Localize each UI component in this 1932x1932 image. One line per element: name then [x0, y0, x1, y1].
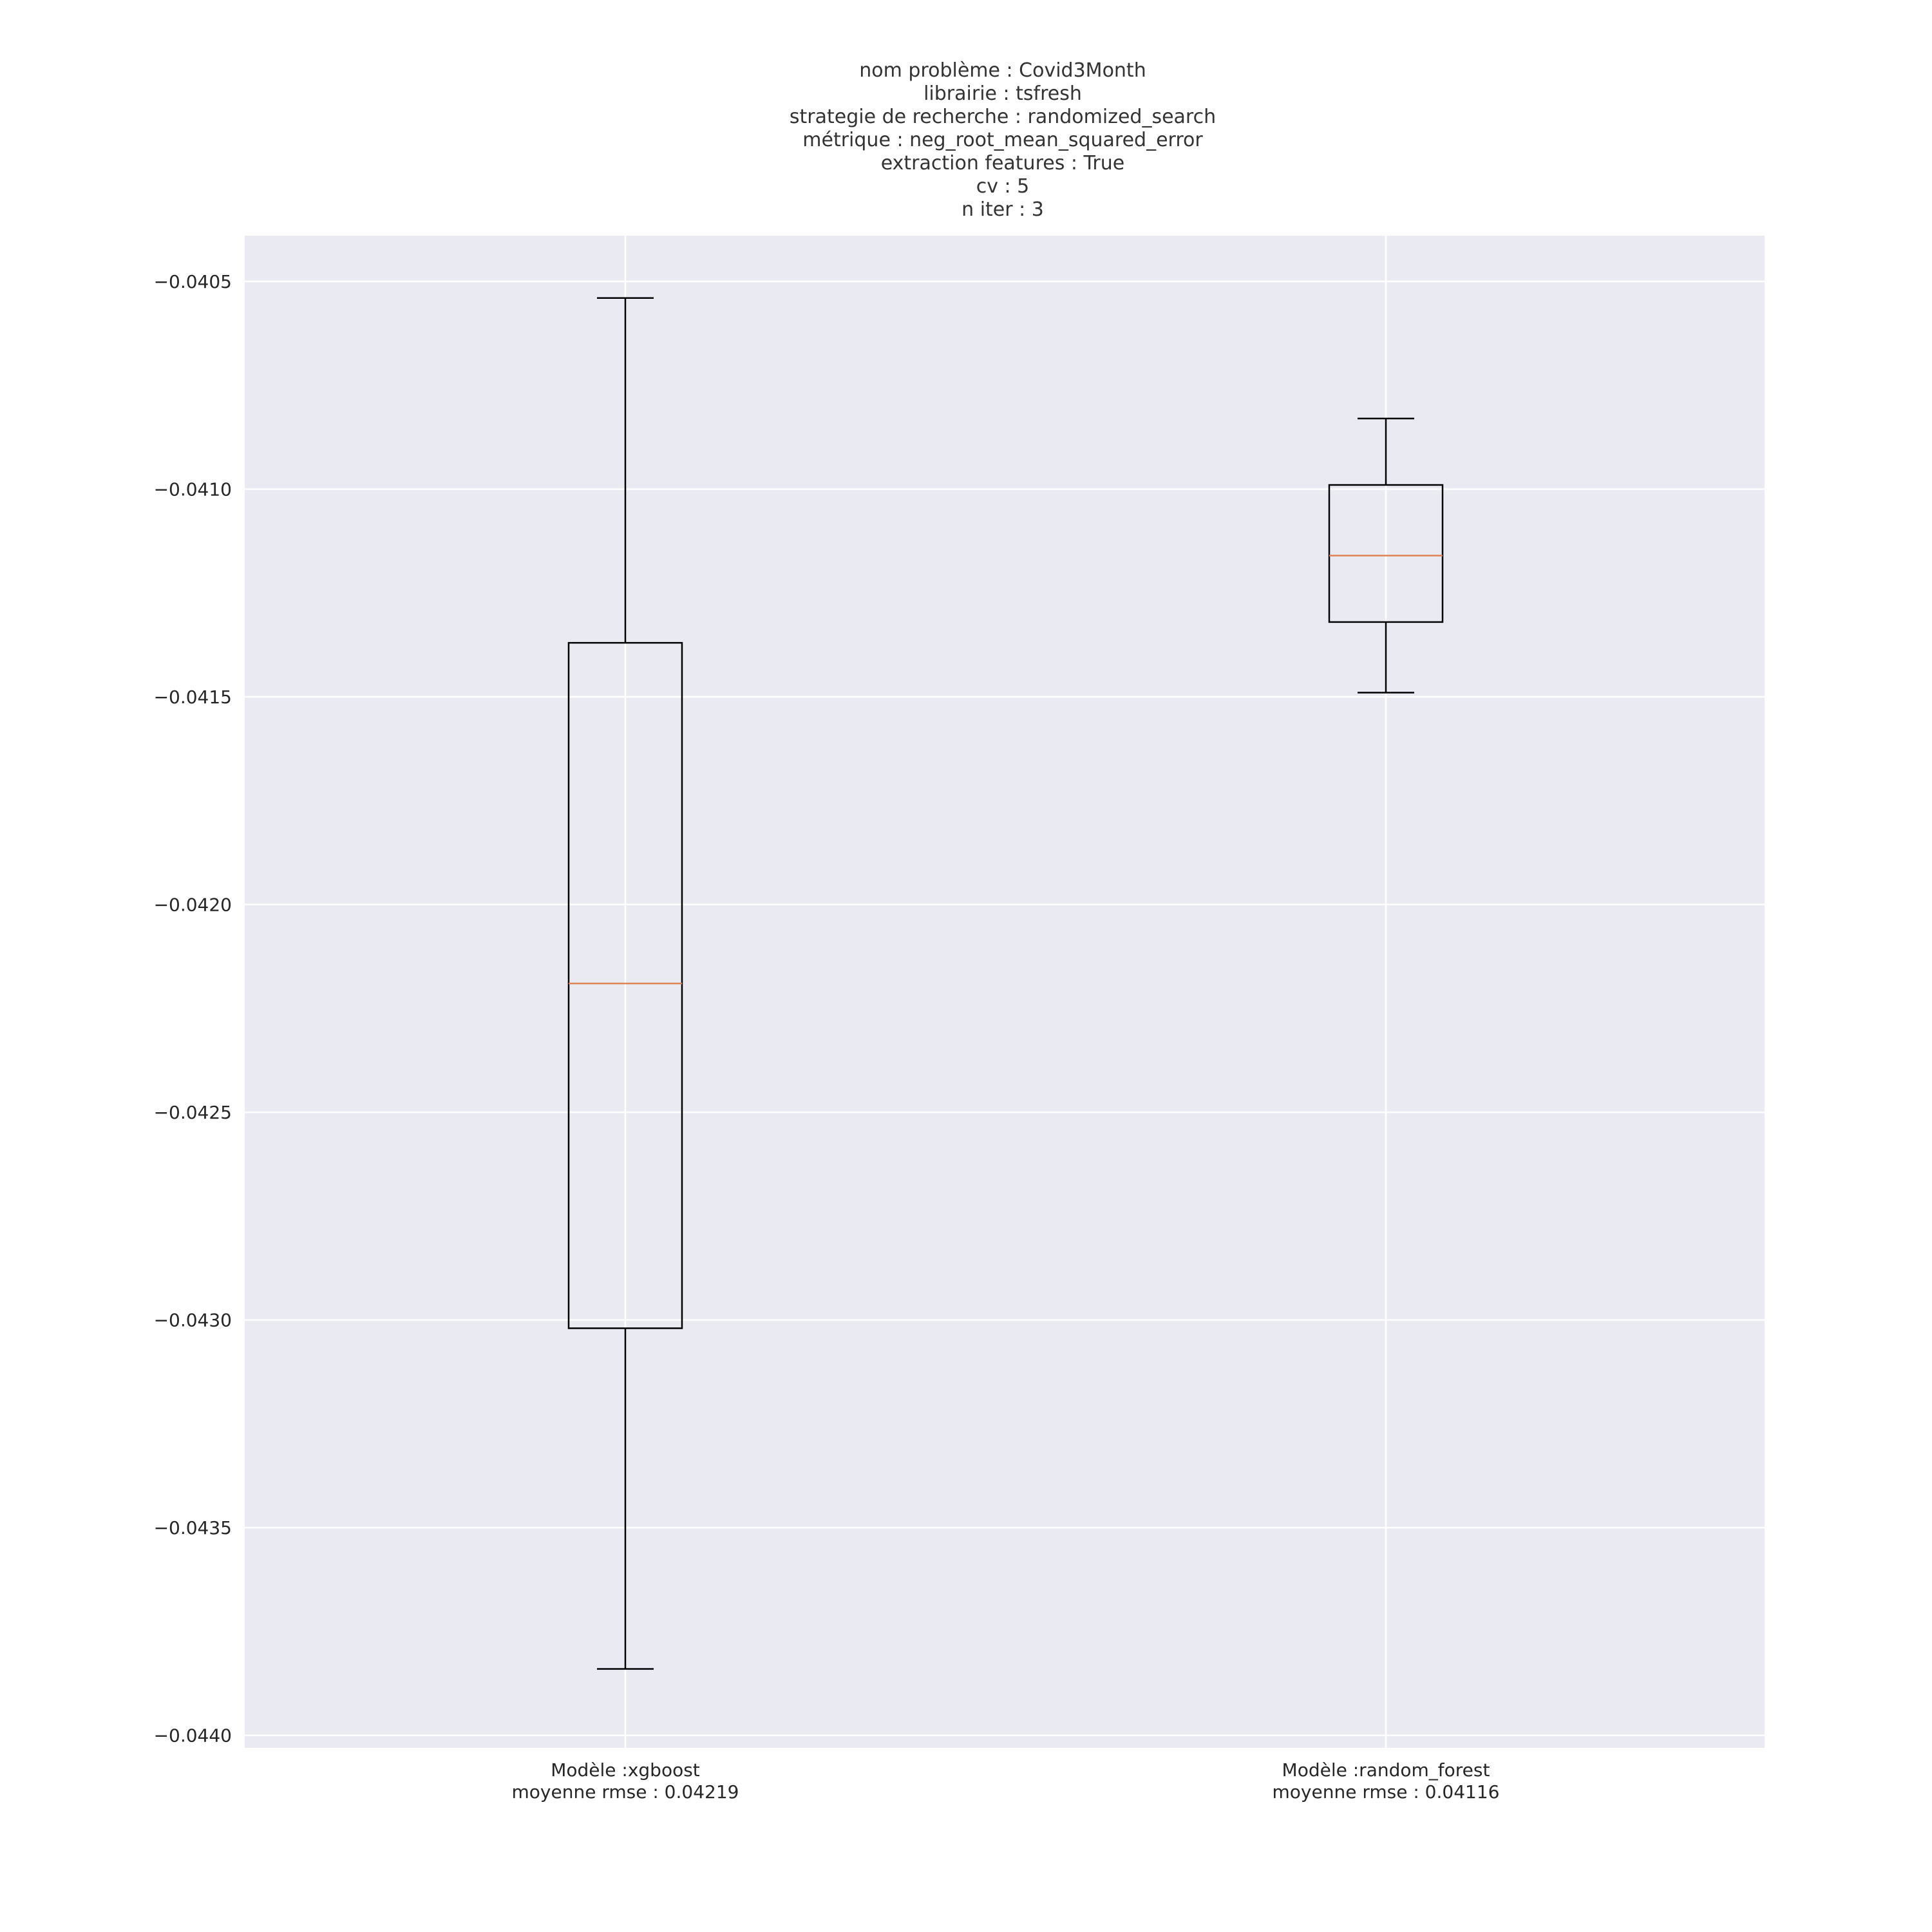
y-tick-label: −0.0410 [154, 478, 232, 500]
y-tick-label: −0.0430 [154, 1310, 232, 1331]
title-line: librairie : tsfresh [923, 82, 1082, 105]
title-line: nom problème : Covid3Month [859, 59, 1146, 82]
y-tick-label: −0.0435 [154, 1517, 232, 1539]
title-line: strategie de recherche : randomized_sear… [789, 106, 1217, 128]
x-tick-label: moyenne rmse : 0.04219 [512, 1781, 739, 1803]
y-tick-label: −0.0415 [154, 687, 232, 708]
x-tick-label: Modèle :xgboost [551, 1759, 700, 1781]
y-tick-label: −0.0440 [154, 1725, 232, 1747]
y-tick-label: −0.0425 [154, 1102, 232, 1123]
title-line: cv : 5 [976, 175, 1030, 198]
chart-title: nom problème : Covid3Month librairie : t… [0, 59, 1932, 222]
y-tick-label: −0.0405 [154, 271, 232, 292]
title-line: n iter : 3 [961, 198, 1044, 221]
title-line: métrique : neg_root_mean_squared_error [802, 129, 1203, 151]
box-iqr [1328, 484, 1444, 623]
y-tick-label: −0.0420 [154, 895, 232, 916]
plot-area [245, 236, 1765, 1748]
title-line: extraction features : True [880, 152, 1125, 175]
x-tick-label: Modèle :random_forest [1282, 1759, 1490, 1781]
x-tick-label: moyenne rmse : 0.04116 [1273, 1781, 1500, 1803]
box-iqr [567, 641, 683, 1329]
